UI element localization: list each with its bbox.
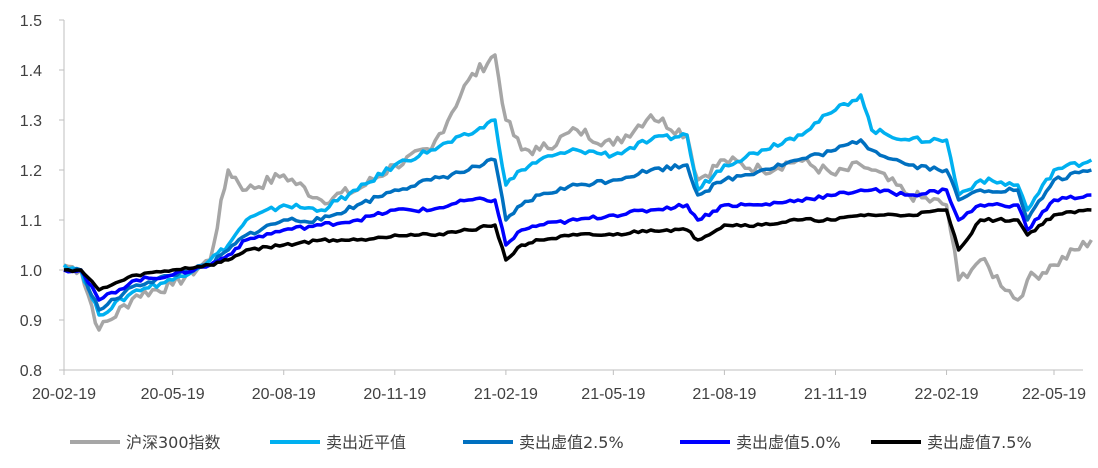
series-line-3 [63, 138, 1092, 312]
y-tick-label: 1.4 [20, 63, 42, 80]
y-tick-label: 1.5 [20, 13, 42, 30]
series-line-5 [63, 208, 1092, 292]
x-tick-label: 20-05-19 [141, 386, 205, 403]
legend-label-5: 卖出虚值7.5% [927, 433, 1032, 452]
y-tick-label: 0.8 [20, 363, 42, 380]
y-tick-label: 0.9 [20, 313, 42, 330]
x-tick-label: 20-08-19 [252, 386, 316, 403]
y-tick-label: 1.2 [20, 163, 42, 180]
axes [63, 20, 1083, 371]
x-tick-label: 21-02-19 [474, 386, 538, 403]
y-tick-label: 1.0 [20, 263, 42, 280]
legend-label-4: 卖出虚值5.0% [736, 433, 841, 452]
y-axis-ticks: 0.8 0.9 1.0 1.1 1.2 1.3 1.4 1.5 [20, 13, 64, 380]
x-tick-label: 20-11-19 [363, 386, 426, 403]
y-tick-label: 1.1 [20, 213, 42, 230]
x-tick-label: 21-05-19 [581, 386, 645, 403]
series-line-2 [62, 93, 1093, 317]
legend: 沪深300指数 卖出近平值 卖出虚值2.5% 卖出虚值5.0% 卖出虚值7.5% [70, 433, 1032, 452]
x-axis-ticks: 20-02-19 20-05-19 20-08-19 20-11-19 21-02-19… [32, 370, 1086, 403]
x-tick-label: 22-05-19 [1022, 386, 1086, 403]
x-tick-label: 20-02-19 [32, 386, 96, 403]
series-line-4 [63, 187, 1092, 302]
legend-label-2: 卖出近平值 [326, 433, 406, 452]
x-tick-label: 21-11-19 [804, 386, 867, 403]
series-lines [62, 53, 1093, 332]
x-tick-label: 22-02-19 [915, 386, 979, 403]
legend-label-1: 沪深300指数 [126, 433, 221, 452]
x-tick-label: 21-08-19 [692, 386, 756, 403]
legend-label-3: 卖出虚值2.5% [519, 433, 624, 452]
y-tick-label: 1.3 [20, 113, 42, 130]
